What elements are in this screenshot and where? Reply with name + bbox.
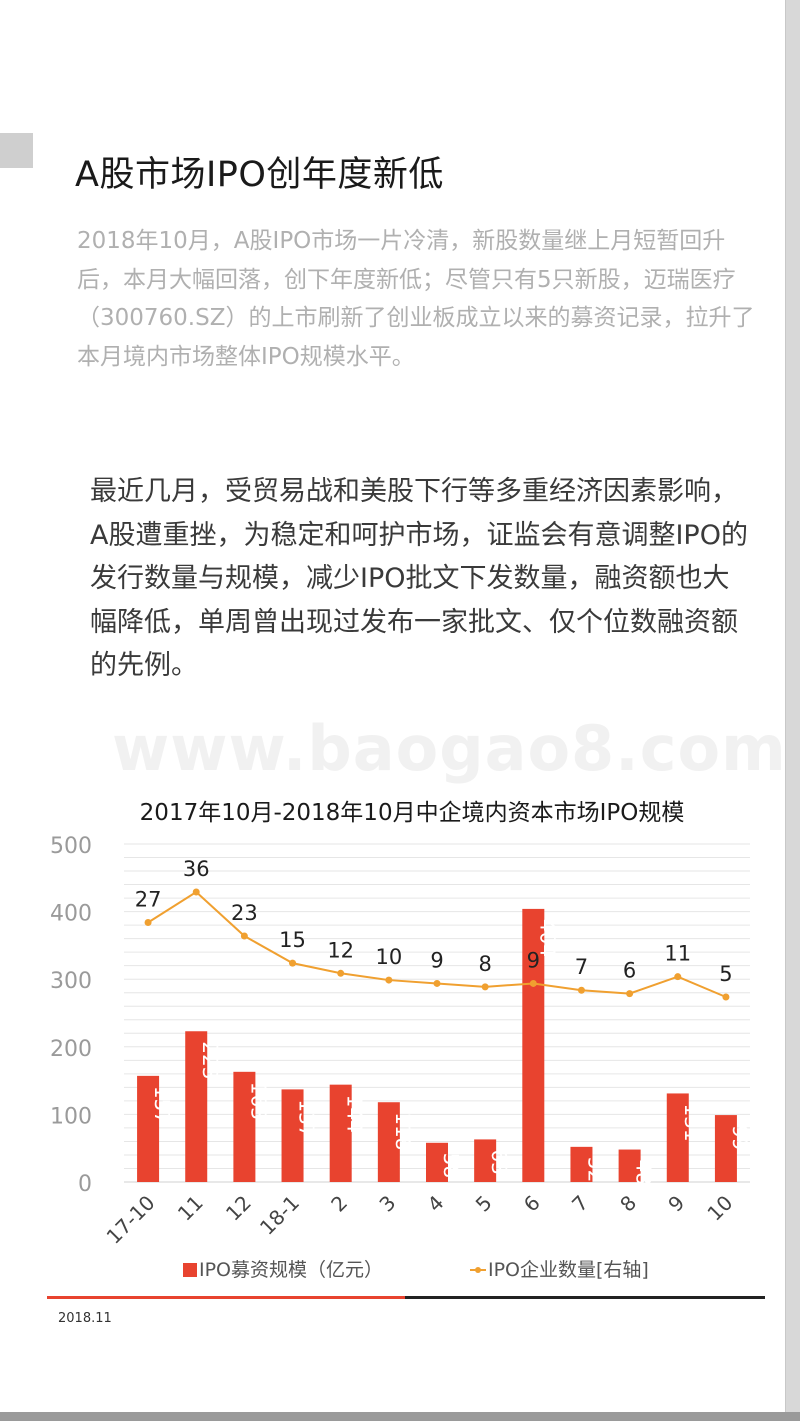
bar-4 bbox=[426, 1142, 448, 1182]
legend: IPO募资规模（亿元） IPO企业数量[右轴] bbox=[183, 1259, 649, 1281]
legend-line-label: IPO企业数量[右轴] bbox=[488, 1259, 649, 1281]
watermark: www.baogao8.com bbox=[112, 712, 787, 785]
line-value-label: 11 bbox=[664, 942, 691, 966]
x-tick-label: 7 bbox=[567, 1191, 593, 1217]
bar-value-label: 223 bbox=[198, 1041, 222, 1079]
line-point bbox=[240, 932, 248, 940]
line-point bbox=[192, 888, 200, 896]
line-point bbox=[481, 983, 489, 991]
x-tick-layer: 17-10 11 12 18-1 2 3 4 5 6 7 8 9 10 bbox=[102, 1191, 738, 1249]
bar-9 bbox=[666, 1093, 689, 1182]
bar-12 bbox=[233, 1071, 256, 1182]
x-tick-label: 12 bbox=[221, 1191, 256, 1226]
line-layer: 27 36 23 15 12 10 9 8 9 7 6 11 5 bbox=[135, 857, 733, 1001]
bar-6 bbox=[522, 908, 545, 1182]
bar-8 bbox=[618, 1149, 641, 1182]
line-point bbox=[722, 993, 730, 1001]
line-value-label: 10 bbox=[375, 945, 402, 969]
y-tick-label: 400 bbox=[50, 902, 92, 927]
bar-value-label: 63 bbox=[487, 1149, 511, 1174]
line-point bbox=[289, 959, 297, 967]
footer-line-black bbox=[405, 1296, 765, 1299]
x-tick-label: 4 bbox=[423, 1191, 449, 1217]
line-value-label: 9 bbox=[527, 948, 540, 972]
line-value-label: 12 bbox=[327, 938, 354, 962]
bar-17-10 bbox=[137, 1075, 160, 1182]
line-value-label: 15 bbox=[279, 928, 306, 952]
line-value-label: 5 bbox=[719, 962, 732, 986]
line-point bbox=[385, 976, 393, 984]
x-tick-label: 11 bbox=[173, 1191, 208, 1226]
bar-value-label: 52 bbox=[583, 1157, 607, 1182]
bar-value-label: 48 bbox=[632, 1160, 656, 1185]
bar-18-1 bbox=[281, 1089, 304, 1182]
line-value-label: 9 bbox=[430, 948, 443, 972]
bar-7 bbox=[570, 1146, 593, 1182]
x-tick-label: 6 bbox=[519, 1191, 545, 1217]
x-tick-label: 3 bbox=[374, 1191, 400, 1217]
line-point bbox=[529, 979, 537, 987]
x-tick-label: 8 bbox=[615, 1191, 641, 1217]
intro-paragraph: 2018年10月，A股IPO市场一片冷清，新股数量继上月短暂回升后，本月大幅回落… bbox=[77, 228, 755, 370]
x-tick-label: 10 bbox=[702, 1191, 737, 1226]
bar-value-label: 163 bbox=[246, 1082, 270, 1120]
bar-3 bbox=[377, 1102, 400, 1182]
bar-11 bbox=[185, 1031, 208, 1182]
page-edge-shade bbox=[786, 0, 800, 1421]
ipo-chart: 2017年10月-2018年10月中企境内资本市场IPO规模 010020030… bbox=[50, 800, 752, 1281]
footer-line-red bbox=[47, 1296, 405, 1299]
chart-title: 2017年10月-2018年10月中企境内资本市场IPO规模 bbox=[140, 800, 685, 826]
legend-bar-swatch bbox=[183, 1263, 197, 1277]
line-point bbox=[433, 979, 441, 987]
page-title: A股市场IPO创年度新低 bbox=[75, 155, 444, 195]
x-tick-label: 2 bbox=[326, 1191, 352, 1217]
page-edge-line bbox=[785, 0, 786, 1421]
title-marker bbox=[0, 133, 33, 168]
bar-value-label: 404 bbox=[535, 919, 559, 957]
x-tick-label: 9 bbox=[663, 1191, 689, 1217]
legend-line-marker bbox=[475, 1267, 481, 1273]
x-tick-label: 5 bbox=[471, 1191, 497, 1217]
line-point bbox=[577, 986, 585, 994]
y-tick-label: 0 bbox=[78, 1172, 92, 1197]
bar-value-label: 157 bbox=[150, 1086, 174, 1124]
grid-layer bbox=[124, 843, 750, 1183]
line-value-label: 6 bbox=[623, 959, 636, 983]
bar-value-label: 144 bbox=[343, 1095, 367, 1133]
bar-5 bbox=[474, 1139, 497, 1182]
line-point bbox=[674, 973, 682, 981]
line-value-label: 7 bbox=[575, 955, 588, 979]
y-tick-label: 200 bbox=[50, 1037, 92, 1062]
bar-2 bbox=[329, 1084, 352, 1182]
x-tick-label: 17-10 bbox=[102, 1191, 160, 1249]
line-point bbox=[337, 969, 345, 977]
footer-date: 2018.11 bbox=[58, 1311, 112, 1326]
bottom-band bbox=[0, 1412, 800, 1421]
y-tick-label: 300 bbox=[50, 969, 92, 994]
line-value-label: 8 bbox=[478, 952, 491, 976]
y-tick-layer: 0 100 200 300 400 500 bbox=[50, 834, 92, 1197]
line-point bbox=[144, 918, 152, 926]
bar-value-label: 131 bbox=[680, 1103, 704, 1141]
bar-value-label: 58 bbox=[439, 1153, 463, 1178]
bar-10 bbox=[714, 1115, 737, 1182]
bar-value-label: 137 bbox=[295, 1099, 319, 1137]
bar-value-label: 118 bbox=[391, 1112, 415, 1150]
line-value-label: 27 bbox=[135, 887, 162, 911]
y-tick-label: 100 bbox=[50, 1104, 92, 1129]
line-point bbox=[626, 990, 634, 998]
line-value-label: 36 bbox=[183, 857, 210, 881]
line-value-label: 23 bbox=[231, 901, 258, 925]
body-paragraph: 最近几月，受贸易战和美股下行等多重经济因素影响，A股遭重挫，为稳定和呵护市场，证… bbox=[90, 476, 748, 681]
bar-value-label: 99 bbox=[728, 1125, 752, 1150]
legend-bar-label: IPO募资规模（亿元） bbox=[199, 1259, 383, 1281]
x-tick-label: 18-1 bbox=[255, 1191, 304, 1240]
y-tick-label: 500 bbox=[50, 834, 92, 859]
